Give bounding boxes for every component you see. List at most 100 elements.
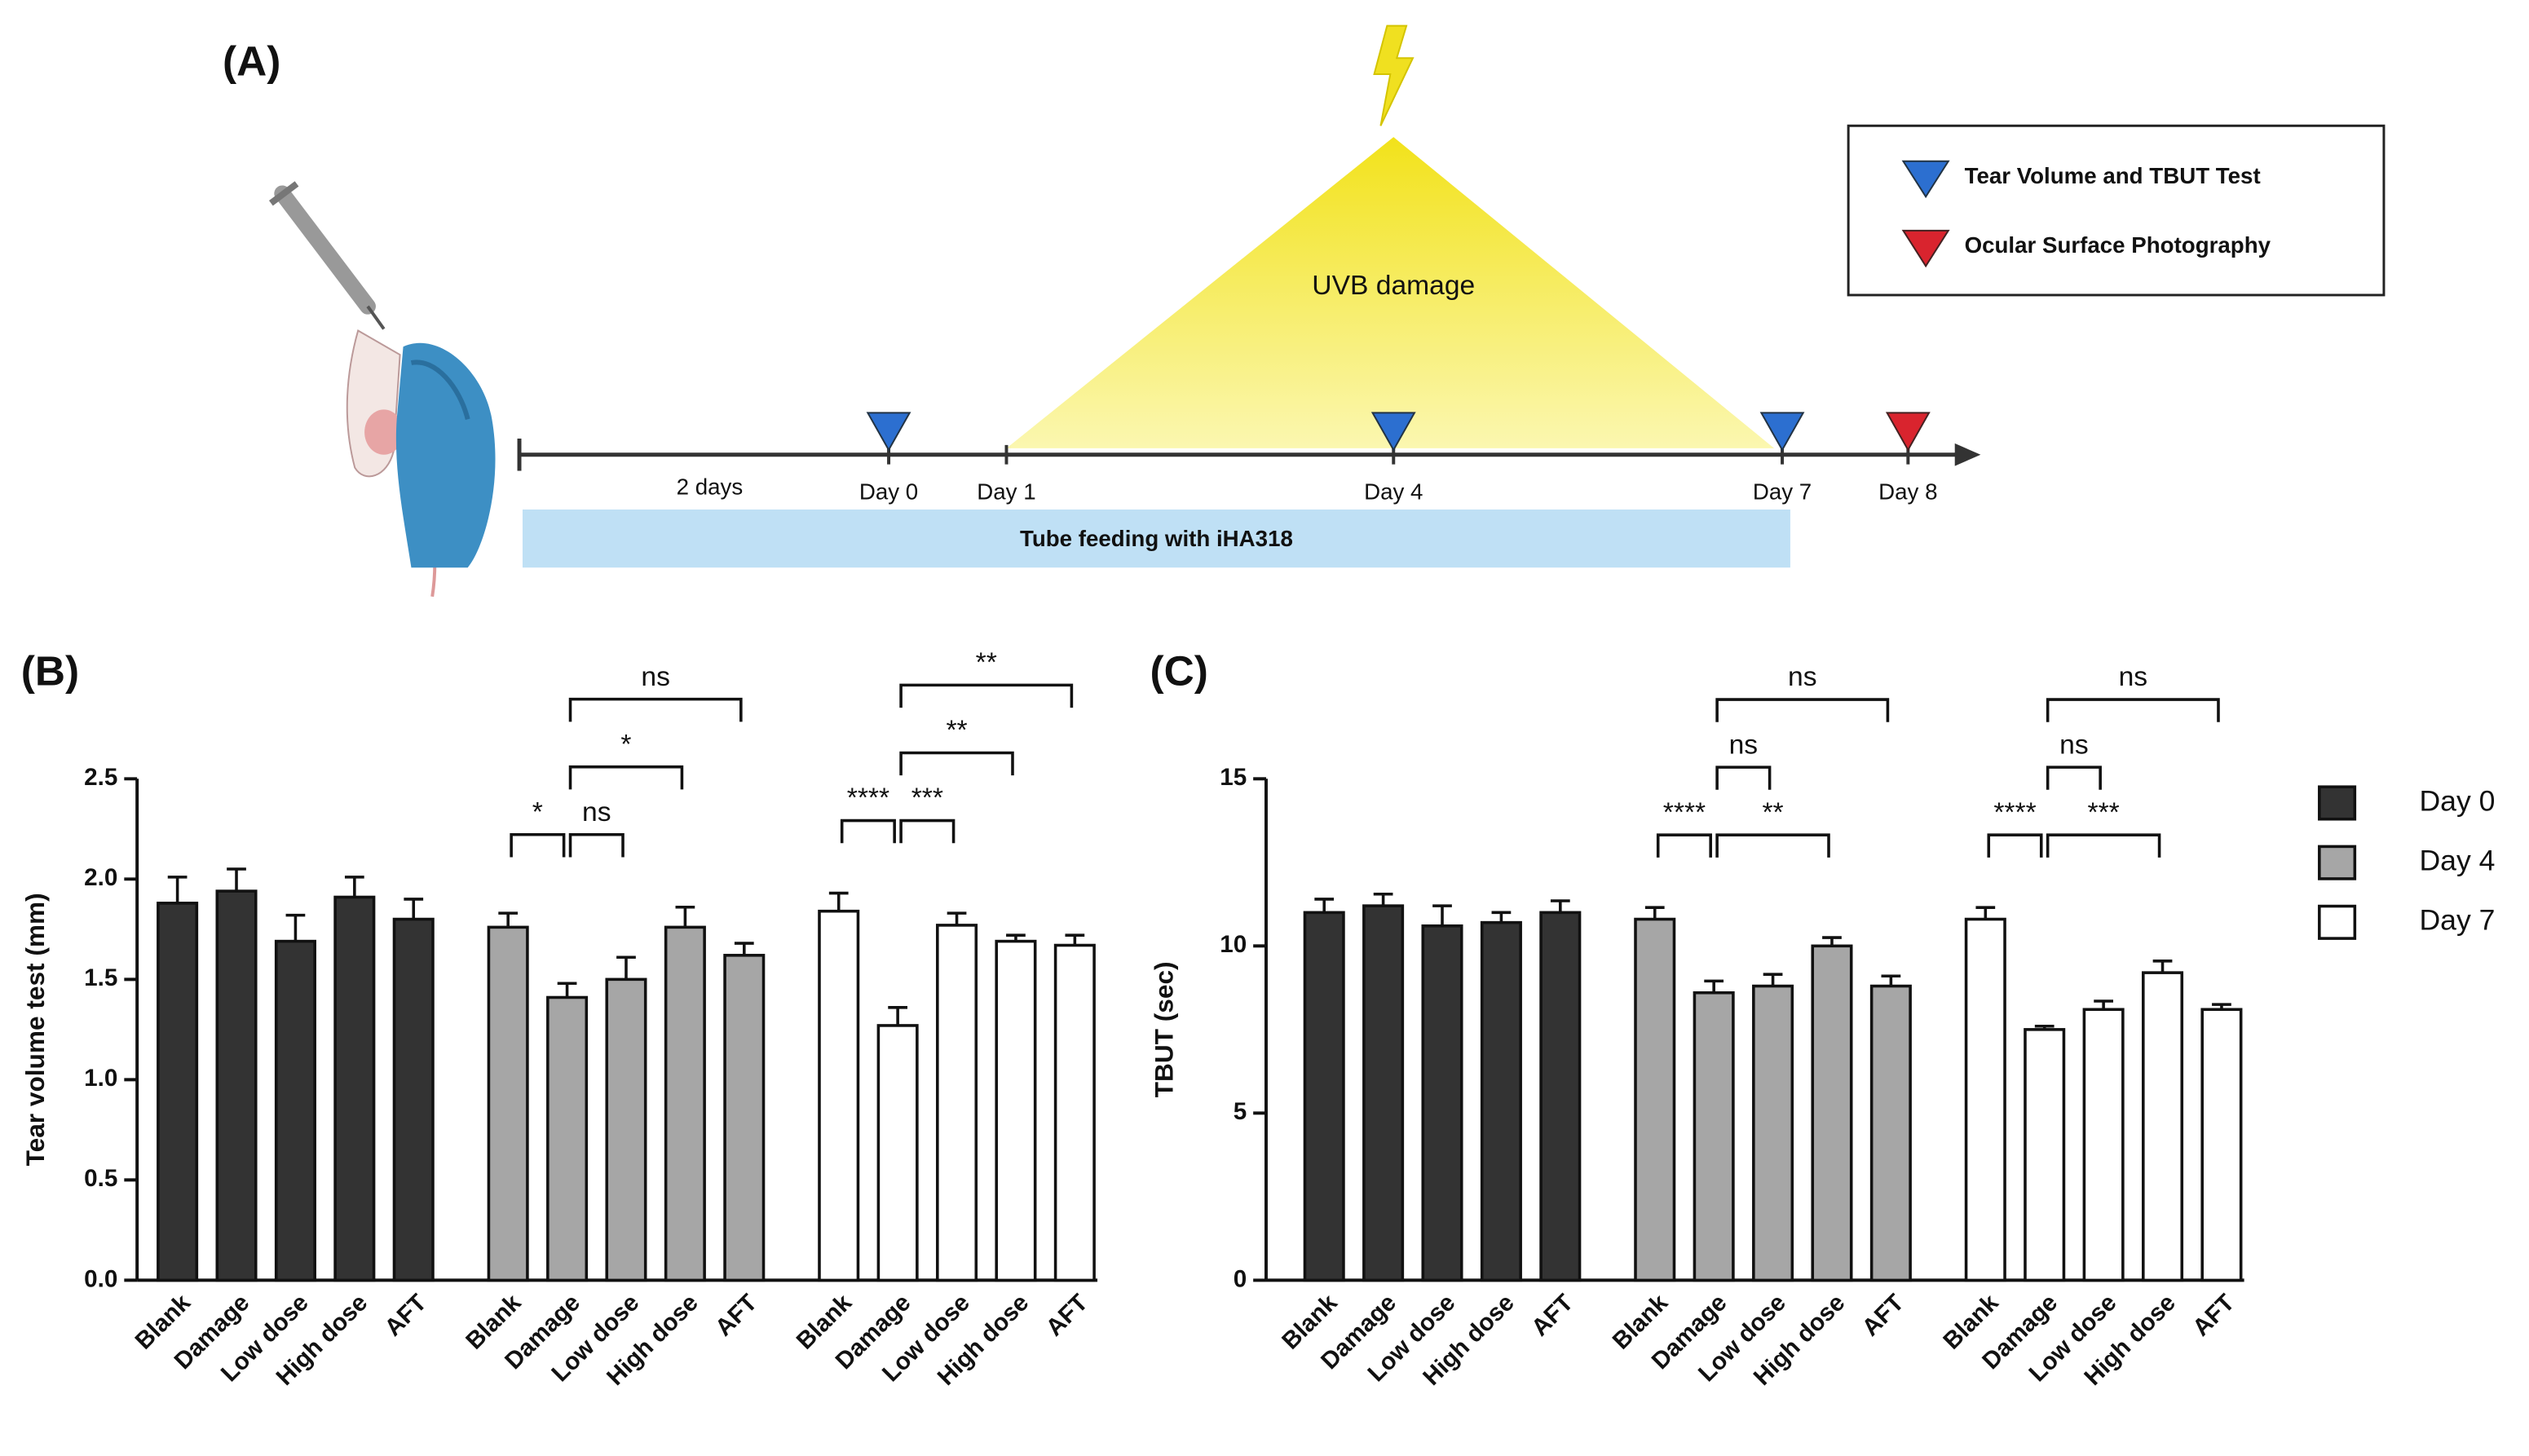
significance-bracket (1715, 833, 1830, 858)
bar (1362, 904, 1405, 1282)
y-tick-label: 15 (1220, 764, 1247, 791)
y-axis-label: TBUT (sec) (1150, 961, 1179, 1097)
day-label: Day 1 (977, 479, 1035, 505)
uvb-triangle (1006, 137, 1775, 448)
bar (392, 917, 435, 1282)
y-tick-label: 2.0 (84, 864, 117, 891)
significance-bracket (899, 818, 956, 844)
y-tick-label: 5 (1234, 1098, 1247, 1125)
significance-label: ** (1762, 797, 1783, 827)
day-label: Day 7 (1753, 479, 1812, 505)
significance-label: ** (976, 648, 997, 678)
bar (605, 977, 647, 1282)
legend-marker (1901, 160, 1950, 199)
timeline-arrow (1954, 443, 1981, 466)
significance-label: **** (847, 783, 889, 814)
legend-label: Day 4 (2419, 845, 2495, 877)
significance-bracket (2046, 766, 2102, 790)
uvb-label: UVB damage (1312, 271, 1475, 301)
feeding-bar (522, 510, 1790, 568)
marker-photo (1885, 412, 1931, 452)
significance-bracket (510, 832, 566, 858)
y-tick-label: 0.5 (84, 1165, 117, 1192)
bar (333, 895, 376, 1282)
y-tick-label: 0 (1234, 1265, 1247, 1292)
marker-test (1759, 412, 1805, 452)
bar (1811, 944, 1853, 1282)
panel-label: (A) (223, 38, 280, 85)
significance-bracket (1656, 833, 1712, 858)
x-tick-label: AFT (2187, 1289, 2240, 1341)
legend-label: Day 0 (2419, 784, 2495, 817)
x-tick-label: AFT (1526, 1289, 1578, 1341)
bar (215, 889, 258, 1282)
legend-swatch (2318, 785, 2357, 821)
significance-bracket (840, 818, 896, 844)
significance-bracket (1987, 833, 2043, 858)
significance-bracket (2046, 698, 2220, 722)
significance-label: ns (641, 662, 670, 692)
bar (1480, 920, 1522, 1282)
bar (546, 995, 589, 1282)
x-tick-label: AFT (379, 1289, 431, 1341)
significance-label: * (620, 730, 631, 760)
significance-bracket (1715, 698, 1890, 722)
bar (995, 939, 1037, 1282)
bar (1634, 917, 1676, 1282)
significance-bracket (568, 765, 684, 790)
illustration (268, 181, 496, 598)
bar (818, 909, 860, 1282)
y-tick-label: 0.0 (84, 1265, 117, 1292)
day-label: Day 0 (859, 479, 918, 505)
significance-label: * (532, 797, 543, 827)
bar (1752, 984, 1794, 1282)
panel-label: (C) (1150, 646, 1208, 694)
bar (2142, 971, 2184, 1282)
bar (1053, 943, 1096, 1282)
bar (936, 924, 978, 1282)
x-tick-label: AFT (1041, 1289, 1093, 1341)
x-tick-label: AFT (1857, 1289, 1909, 1341)
significance-label: ns (2119, 662, 2148, 692)
bar (157, 902, 199, 1282)
day-label: Day 4 (1364, 479, 1423, 505)
bar (2082, 1008, 2125, 1282)
bar (2024, 1028, 2066, 1282)
day-label: Day 8 (1878, 479, 1937, 505)
bar (1964, 917, 2006, 1282)
significance-bracket (568, 832, 625, 858)
legend-label: Tear Volume and TBUT Test (1965, 163, 2261, 188)
significance-label: ns (582, 797, 611, 827)
legend-swatch (2318, 904, 2357, 940)
significance-label: **** (1993, 797, 2036, 827)
y-tick-label: 1.0 (84, 1065, 117, 1092)
significance-label: *** (911, 783, 943, 814)
bar (723, 954, 766, 1282)
y-tick-label: 2.5 (84, 764, 117, 791)
y-axis-label: Tear volume test (mm) (20, 893, 50, 1166)
lightning (1373, 24, 1415, 126)
marker-test (866, 412, 911, 452)
y-tick-label: 10 (1220, 931, 1247, 958)
y-tick-label: 1.5 (84, 964, 117, 991)
panel-label: (B) (21, 646, 79, 694)
feeding-label: Tube feeding with iHA318 (1020, 526, 1293, 551)
bar (487, 925, 529, 1282)
significance-label: *** (2087, 797, 2119, 827)
bar (1693, 991, 1735, 1282)
bar (1421, 924, 1463, 1282)
legend-marker (1901, 229, 1950, 268)
significance-label: ** (946, 716, 967, 746)
significance-label: ns (2059, 730, 2089, 760)
significance-bracket (2046, 833, 2161, 858)
x-tick-label: AFT (710, 1289, 762, 1341)
legend-label: Ocular Surface Photography (1965, 232, 2271, 258)
significance-label: **** (1663, 797, 1706, 827)
significance-bracket (568, 697, 743, 722)
legend-label: Day 7 (2419, 904, 2495, 937)
significance-bracket (899, 751, 1014, 776)
significance-label: ns (1788, 662, 1817, 692)
significance-bracket (1715, 766, 1772, 790)
